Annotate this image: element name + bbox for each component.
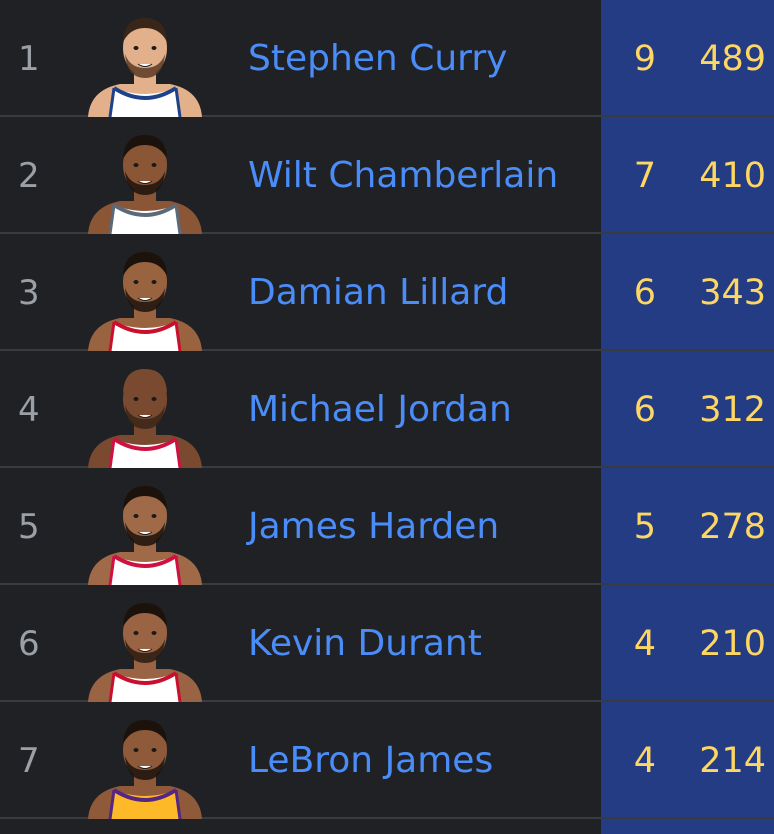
- player-name-link[interactable]: Michael Jordan: [248, 389, 512, 430]
- player-name-link[interactable]: James Harden: [248, 506, 500, 547]
- player-avatar-icon: [80, 125, 210, 235]
- player-name-link[interactable]: Stephen Curry: [248, 38, 508, 79]
- stat-value-secondary: 489: [699, 38, 766, 79]
- player-name-link[interactable]: Damian Lillard: [248, 272, 509, 313]
- table-row[interactable]: 3 Damian Lillard 6 343: [0, 234, 774, 352]
- stat-value-primary: 5: [633, 506, 656, 547]
- stat-value-primary: 9: [633, 38, 656, 79]
- player-name-link[interactable]: LeBron James: [248, 740, 494, 781]
- table-row[interactable]: 6 Kevin Durant 4 210: [0, 585, 774, 703]
- stat-value-primary: 7: [633, 155, 656, 196]
- player-avatar-icon: [80, 476, 210, 586]
- rank-number: 1: [18, 38, 40, 79]
- stat-value-primary: 6: [633, 272, 656, 313]
- stat-value-secondary: 214: [699, 740, 766, 781]
- stat-value-primary: 6: [633, 389, 656, 430]
- stat-value-secondary: 210: [699, 623, 766, 664]
- player-avatar-icon: [80, 8, 210, 118]
- rank-number: 6: [18, 623, 40, 664]
- table-row[interactable]: 5 James Harden 5 278: [0, 468, 774, 586]
- rank-number: 5: [18, 506, 40, 547]
- rank-number: 2: [18, 155, 40, 196]
- rank-number: 7: [18, 740, 40, 781]
- stat-value-secondary: 410: [699, 155, 766, 196]
- player-avatar-icon: [80, 242, 210, 352]
- rank-number: 3: [18, 272, 40, 313]
- table-row[interactable]: 7 LeBron James 4 214: [0, 702, 774, 820]
- player-avatar-icon: [80, 359, 210, 469]
- table-row[interactable]: 2 Wilt Chamberlain 7 410: [0, 117, 774, 235]
- table-row[interactable]: 1 Stephen Curry 9 489: [0, 0, 774, 118]
- stat-value-primary: 4: [633, 740, 656, 781]
- stat-value-secondary: 312: [699, 389, 766, 430]
- stat-value-secondary: 343: [699, 272, 766, 313]
- player-name-link[interactable]: Kevin Durant: [248, 623, 482, 664]
- table-row[interactable]: 4 Michael Jordan 6 312: [0, 351, 774, 469]
- player-name-link[interactable]: Wilt Chamberlain: [248, 155, 559, 196]
- stat-value-primary: 4: [633, 623, 656, 664]
- rank-number: 4: [18, 389, 40, 430]
- highlighted-stat-column: [601, 0, 774, 834]
- player-avatar-icon: [80, 593, 210, 703]
- stat-value-secondary: 278: [699, 506, 766, 547]
- player-avatar-icon: [80, 710, 210, 820]
